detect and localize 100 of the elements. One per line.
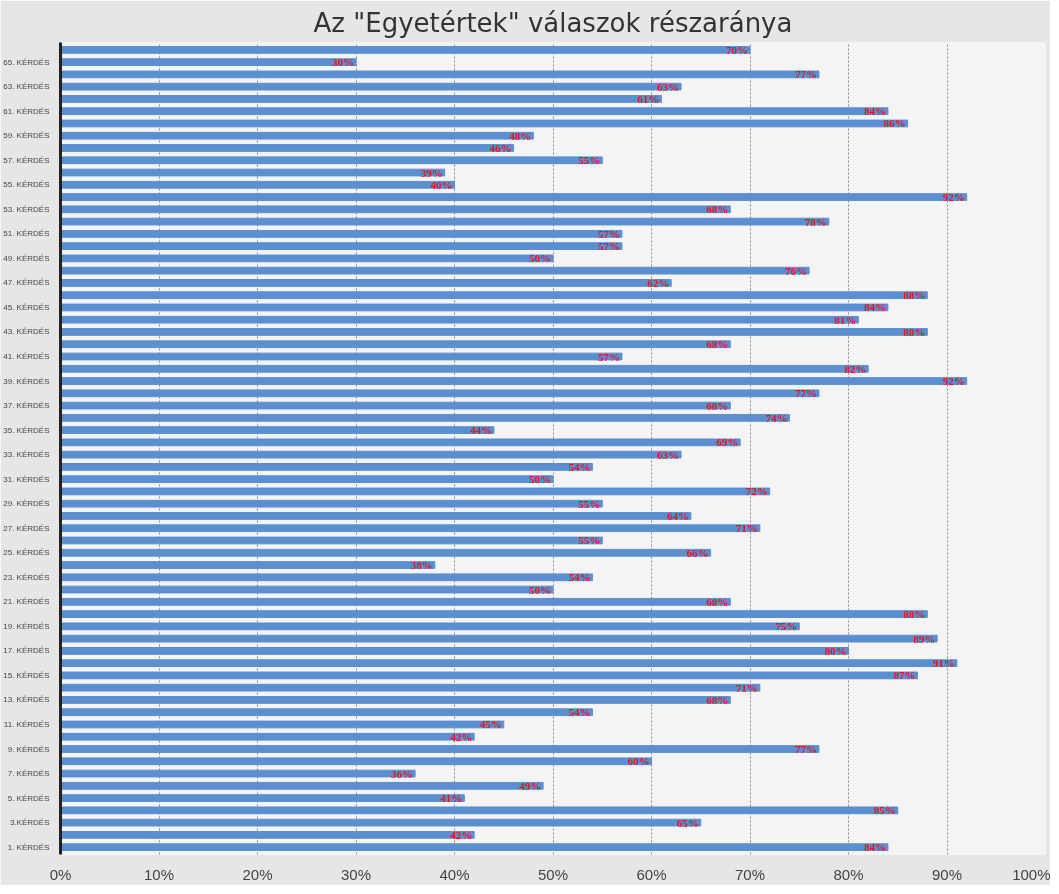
data-label: 70% <box>726 43 748 56</box>
bar <box>60 107 889 116</box>
data-label: 50% <box>529 252 551 265</box>
y-tick-label: 43. KÉRDÉS <box>3 327 50 337</box>
data-label: 38% <box>410 559 433 572</box>
data-label: 57% <box>597 227 620 240</box>
bar <box>60 573 593 582</box>
y-tick-label: 1. KÉRDÉS <box>7 842 50 852</box>
bar <box>60 193 968 201</box>
data-label: 68% <box>706 338 729 351</box>
bar <box>60 45 751 54</box>
bar <box>60 229 623 238</box>
bar <box>60 291 928 300</box>
y-tick-label: 15. KÉRDÉS <box>3 670 50 680</box>
y-tick-label: 35. KÉRDÉS <box>3 425 50 435</box>
data-label: 54% <box>568 706 591 719</box>
data-label: 46% <box>489 141 512 154</box>
bar <box>60 475 554 484</box>
x-tick-label: 70% <box>734 865 766 883</box>
y-tick-label: 63. KÉRDÉS <box>3 82 50 92</box>
data-label: 63% <box>657 80 680 93</box>
y-tick-label: 65. KÉRDÉS <box>3 57 50 67</box>
data-label: 76% <box>785 264 808 277</box>
data-label: 88% <box>903 289 926 302</box>
y-tick-label: 53. KÉRDÉS <box>3 204 50 214</box>
data-label: 54% <box>568 571 591 584</box>
y-tick-label: 19. KÉRDÉS <box>3 621 50 631</box>
y-tick-label: 45. KÉRDÉS <box>3 302 50 312</box>
y-tick-label: 3.KÉRDÉS <box>9 818 50 828</box>
y-tick-label: 59. KÉRDÉS <box>3 131 50 141</box>
data-label: 82% <box>844 362 867 375</box>
bar <box>60 757 652 766</box>
data-label: 40% <box>430 178 453 191</box>
data-label: 55% <box>578 154 601 167</box>
y-tick-label: 29. KÉRDÉS <box>3 499 50 509</box>
y-tick-label: 41. KÉRDÉS <box>3 352 50 362</box>
data-label: 71% <box>735 681 758 694</box>
y-tick-label: 61. KÉRDÉS <box>3 106 50 116</box>
bar <box>60 745 820 753</box>
y-tick-label: 5. KÉRDÉS <box>7 793 50 803</box>
bar <box>60 328 928 336</box>
data-label: 77% <box>794 68 817 81</box>
x-tick-label: 90% <box>931 865 963 883</box>
bar <box>60 131 534 140</box>
bar <box>60 659 958 668</box>
x-tick-label: 0% <box>49 865 72 883</box>
bar <box>60 450 682 459</box>
bar <box>60 610 928 618</box>
y-tick-label: 17. KÉRDÉS <box>3 646 50 656</box>
bar <box>60 70 820 79</box>
y-tick-label: 9. KÉRDÉS <box>7 744 50 754</box>
data-label: 75% <box>775 620 798 633</box>
bar <box>60 426 495 434</box>
data-label: 91% <box>932 657 955 670</box>
data-label: 84% <box>863 105 886 118</box>
y-tick-label: 31. KÉRDÉS <box>3 474 50 484</box>
data-label: 30% <box>332 56 354 69</box>
y-tick-label: 7. KÉRDÉS <box>7 769 50 779</box>
x-tick-label: 10% <box>143 865 175 883</box>
data-label: 55% <box>578 534 601 547</box>
y-tick-label: 23. KÉRDÉS <box>3 572 50 582</box>
data-label: 36% <box>391 767 414 780</box>
bar <box>60 843 889 852</box>
bar <box>60 168 446 177</box>
y-tick-label: 37. KÉRDÉS <box>3 401 50 411</box>
data-label: 44% <box>469 424 492 437</box>
bar <box>60 95 662 103</box>
data-label: 55% <box>578 497 601 510</box>
bar <box>60 242 623 250</box>
bar <box>60 622 800 631</box>
x-tick-label: 30% <box>340 865 372 883</box>
data-label: 88% <box>903 608 926 621</box>
bar <box>60 708 593 717</box>
data-label: 77% <box>794 743 817 756</box>
y-tick-label: 13. KÉRDÉS <box>3 695 50 705</box>
bar <box>60 818 702 827</box>
bar <box>60 217 830 226</box>
data-label: 48% <box>509 129 532 142</box>
y-tick-label: 27. KÉRDÉS <box>3 523 50 533</box>
data-label: 69% <box>716 436 739 449</box>
data-label: 66% <box>686 546 709 559</box>
data-label: 77% <box>794 387 817 400</box>
data-label: 68% <box>706 399 729 412</box>
bar <box>60 340 731 349</box>
data-label: 80% <box>824 644 847 657</box>
bar <box>60 266 810 275</box>
data-label: 41% <box>440 792 463 805</box>
bar <box>60 524 761 533</box>
y-tick-label: 11. KÉRDÉS <box>3 719 50 729</box>
data-label: 62% <box>647 276 670 289</box>
data-label: 50% <box>529 473 551 486</box>
data-label: 68% <box>706 203 729 216</box>
bar <box>60 831 475 839</box>
data-label: 42% <box>450 828 473 841</box>
data-label: 63% <box>657 448 680 461</box>
bar <box>60 794 465 802</box>
y-tick-label: 21. KÉRDÉS <box>3 597 50 607</box>
bar <box>60 58 357 66</box>
data-label: 61% <box>637 92 660 105</box>
bar <box>60 303 889 312</box>
